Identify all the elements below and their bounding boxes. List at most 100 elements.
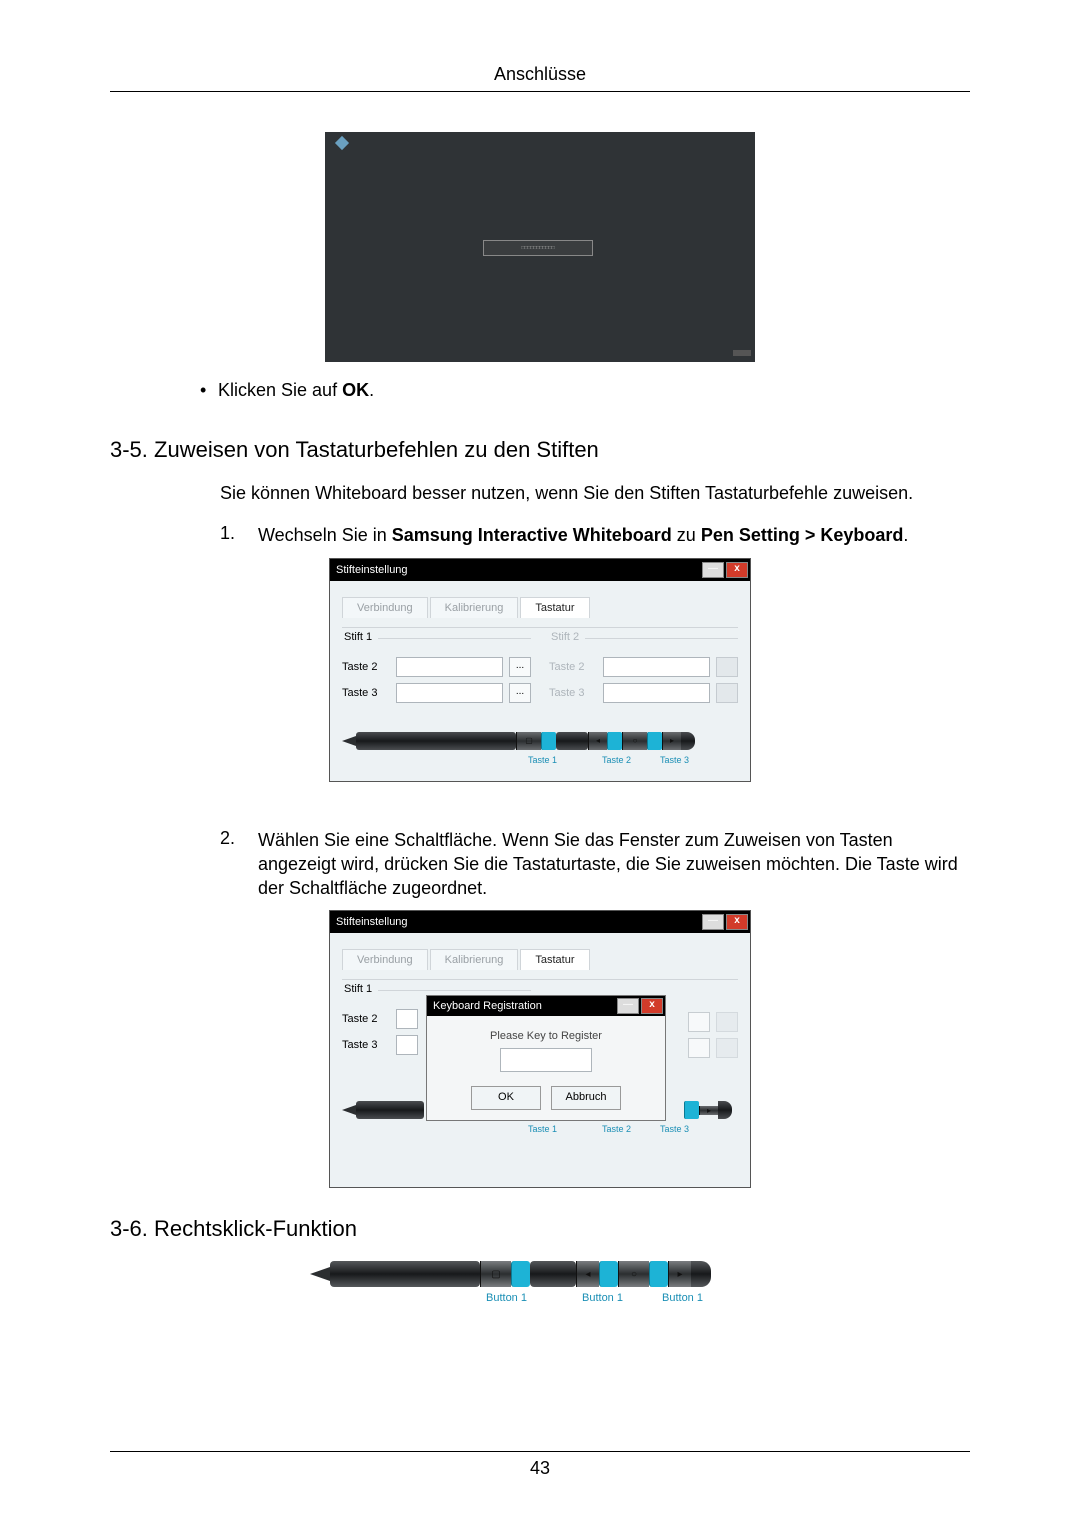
pen-shaft xyxy=(356,1101,424,1119)
taste2b-button[interactable] xyxy=(716,657,738,677)
text-bold: Samsung Interactive Whiteboard xyxy=(392,525,672,545)
dialog-body: Verbindung Kalibrierung Tastatur Stift 1… xyxy=(330,933,750,1187)
input-stub[interactable] xyxy=(396,1009,418,1029)
tab-calibration[interactable]: Kalibrierung xyxy=(430,949,519,970)
dialog-body: Verbindung Kalibrierung Tastatur Stift 1… xyxy=(330,581,750,781)
ok-button[interactable]: OK xyxy=(471,1086,541,1110)
pen-tip-icon xyxy=(342,1105,356,1115)
step-1: 1. Wechseln Sie in Samsung Interactive W… xyxy=(220,523,970,547)
close-button[interactable]: x xyxy=(726,562,748,578)
pen-end xyxy=(681,732,695,750)
pen-shaft xyxy=(330,1261,480,1287)
dialog-title: Stifteinstellung xyxy=(336,916,408,928)
pen-bluecap-icon xyxy=(599,1261,618,1287)
screenshot-center-box: □□□□□□□□□□□ xyxy=(483,240,593,256)
text: Wechseln Sie in xyxy=(258,525,392,545)
taste2-input[interactable] xyxy=(396,657,503,677)
taste3b-button[interactable] xyxy=(716,683,738,703)
pen-bluecap-icon xyxy=(541,732,556,750)
dialog-titlebar: Stifteinstellung — x xyxy=(330,559,750,581)
tabs: Verbindung Kalibrierung Tastatur xyxy=(342,597,738,618)
taste3b-input[interactable] xyxy=(603,683,710,703)
taste3-browse-button[interactable]: ... xyxy=(509,683,531,703)
taste3b-button[interactable] xyxy=(716,1038,738,1058)
step-2: 2. Wählen Sie eine Schaltfläche. Wenn Si… xyxy=(220,828,970,901)
text: zu xyxy=(672,525,701,545)
row-taste-2: Taste 2 ... xyxy=(342,657,531,677)
column-pen-1: Stift 1 Taste 2 ... Taste 3 ... xyxy=(342,636,531,709)
bullet-text: Klicken Sie auf OK. xyxy=(218,380,374,401)
pen-seg-right: ▸ xyxy=(662,732,681,750)
spacer xyxy=(342,1124,528,1134)
label: Taste 2 xyxy=(342,661,390,673)
tab-calibration[interactable]: Kalibrierung xyxy=(430,597,519,618)
reg-message: Please Key to Register xyxy=(439,1030,653,1042)
dialog-titlebar: Stifteinstellung — x xyxy=(330,911,750,933)
bigpen-labels: Button 1 Button 1 Button 1 xyxy=(310,1292,770,1304)
bigpen: ▢ ◂ ○ ▸ xyxy=(310,1260,770,1288)
input-stub[interactable] xyxy=(396,1035,418,1055)
pen-seg-square: ▢ xyxy=(480,1261,511,1287)
text-bold: OK xyxy=(342,380,369,400)
pen-end xyxy=(718,1101,732,1119)
reg-title: Keyboard Registration xyxy=(433,1000,542,1012)
text: . xyxy=(903,525,908,545)
pen-seg-square: ▢ xyxy=(516,732,541,750)
content-column: Anschlüsse □□□□□□□□□□□ • Klicken Sie auf… xyxy=(110,0,970,1304)
text: Stift 1 xyxy=(344,983,378,995)
taste2b-input[interactable] xyxy=(603,657,710,677)
reg-titlebar: Keyboard Registration — x xyxy=(427,996,665,1016)
pen-label-1: Taste 1 xyxy=(528,755,602,765)
close-button[interactable]: x xyxy=(726,914,748,930)
taste3-input[interactable] xyxy=(396,683,503,703)
label: Taste 2 xyxy=(549,661,597,673)
reg-buttons: OK Abbruch xyxy=(439,1086,653,1110)
window-buttons: — x xyxy=(617,998,663,1014)
tab-connection[interactable]: Verbindung xyxy=(342,597,428,618)
cancel-button[interactable]: Abbruch xyxy=(551,1086,621,1110)
pen-end xyxy=(691,1261,711,1287)
tab-connection[interactable]: Verbindung xyxy=(342,949,428,970)
tab-keyboard[interactable]: Tastatur xyxy=(520,597,589,618)
tab-keyboard[interactable]: Tastatur xyxy=(520,949,589,970)
row-taste-3: Taste 3 ... xyxy=(342,683,531,703)
pen-shaft xyxy=(556,732,588,750)
pen-label-2: Taste 2 xyxy=(602,755,660,765)
input-stub[interactable] xyxy=(688,1038,710,1058)
pen-seg-right: ▸ xyxy=(668,1261,691,1287)
section-3-6-title: 3-6. Rechtsklick-Funktion xyxy=(110,1216,970,1242)
text: . xyxy=(369,380,374,400)
section-3-5-title: 3-5. Zuweisen von Tastaturbefehlen zu de… xyxy=(110,437,970,463)
taste2b-button[interactable] xyxy=(716,1012,738,1032)
reg-body: Please Key to Register OK Abbruch xyxy=(427,1016,665,1120)
input-stub[interactable] xyxy=(688,1012,710,1032)
pen-label-2: Taste 2 xyxy=(602,1124,660,1134)
pen-label-3: Taste 3 xyxy=(660,755,689,765)
columns: Stift 1 Taste 2 ... Taste 3 ... xyxy=(342,636,738,709)
minimize-button[interactable]: — xyxy=(702,914,724,930)
step-text: Wechseln Sie in Samsung Interactive Whit… xyxy=(258,523,970,547)
pen-tip-icon xyxy=(310,1267,330,1281)
bigpen-label-2: Button 1 xyxy=(582,1292,662,1304)
screenshot-start-tag xyxy=(733,350,751,356)
row-taste-2b: Taste 2 xyxy=(549,657,738,677)
dialog-title: Stifteinstellung xyxy=(336,564,408,576)
minimize-button[interactable]: — xyxy=(617,998,639,1014)
taste2-browse-button[interactable]: ... xyxy=(509,657,531,677)
text: Klicken Sie auf xyxy=(218,380,342,400)
label: Taste 3 xyxy=(549,687,597,699)
screenshot-black-screen: □□□□□□□□□□□ xyxy=(325,132,755,362)
close-button[interactable]: x xyxy=(641,998,663,1014)
window-buttons: — x xyxy=(702,562,748,578)
pen-illustration: ▢ ◂ ○ ▸ Taste 1 xyxy=(342,731,738,761)
label: Taste 3 xyxy=(342,687,390,699)
reg-key-input[interactable] xyxy=(500,1048,592,1072)
minimize-button[interactable]: — xyxy=(702,562,724,578)
column-pen-2: Stift 2 Taste 2 Taste 3 xyxy=(549,636,738,709)
pen-labels: Taste 1 Taste 2 Taste 3 xyxy=(342,755,738,765)
pen-bluecap-icon xyxy=(511,1261,530,1287)
pen-seg-circle: ○ xyxy=(618,1261,649,1287)
page-header: Anschlüsse xyxy=(110,60,970,92)
step-number: 1. xyxy=(220,523,258,547)
bullet-dot: • xyxy=(200,380,218,401)
